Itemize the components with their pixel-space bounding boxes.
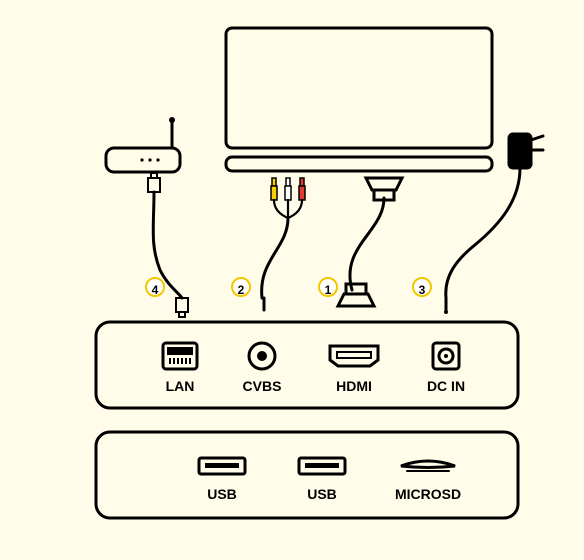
port-label-lan: LAN <box>166 378 195 394</box>
diagram-svg <box>0 0 584 560</box>
port-label-usb2: USB <box>307 486 337 502</box>
tv-stand <box>226 157 492 171</box>
port-label-cvbs: CVBS <box>243 378 282 394</box>
port-label-hdmi: HDMI <box>336 378 372 394</box>
back-panel <box>96 322 518 408</box>
badge-2: 2 <box>231 277 251 297</box>
badge-1: 1 <box>318 277 338 297</box>
port-label-dcin: DC IN <box>427 378 465 394</box>
badge-3: 3 <box>412 277 432 297</box>
cable-hdmi <box>350 198 384 290</box>
cable-dc <box>446 168 520 298</box>
diagram-stage: LAN CVBS HDMI DC IN USB USB MICROSD 4 2 1 3 <box>0 0 584 560</box>
monitor <box>226 28 492 148</box>
port-label-microsd: MICROSD <box>395 486 461 502</box>
cable-av <box>262 218 288 298</box>
port-label-usb1: USB <box>207 486 237 502</box>
badge-4: 4 <box>145 277 165 297</box>
power-adapter <box>509 134 531 168</box>
